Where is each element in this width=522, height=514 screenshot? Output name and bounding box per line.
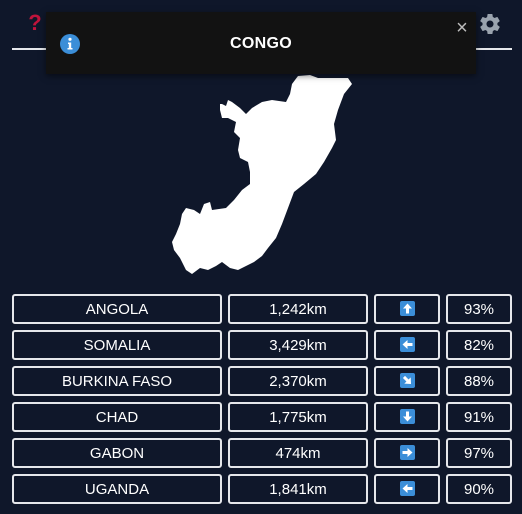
guess-row: BURKINA FASO 2,370km 88% [12,366,512,396]
guess-country: SOMALIA [12,330,222,360]
guess-list: ANGOLA 1,242km 93% SOMALIA 3,429km 82% B… [12,294,512,510]
guess-country: ANGOLA [12,294,222,324]
arrow-down-right-icon [399,373,415,389]
guess-row: ANGOLA 1,242km 93% [12,294,512,324]
guess-country: GABON [12,438,222,468]
guess-direction [374,366,440,396]
guess-distance: 1,242km [228,294,368,324]
guess-proximity: 97% [446,438,512,468]
gear-icon[interactable] [478,12,502,36]
guess-row: UGANDA 1,841km 90% [12,474,512,504]
guess-proximity: 82% [446,330,512,360]
arrow-right-icon [399,445,415,461]
question-mark-icon[interactable]: ? [28,10,42,35]
guess-proximity: 93% [446,294,512,324]
guess-distance: 474km [228,438,368,468]
guess-country: UGANDA [12,474,222,504]
arrow-down-icon [399,409,415,425]
guess-direction [374,402,440,432]
header-divider-right [476,48,512,50]
guess-proximity: 88% [446,366,512,396]
answer-country-name: CONGO [230,35,292,52]
arrow-left-icon [399,337,415,353]
guess-direction [374,294,440,324]
close-icon[interactable]: × [456,17,468,39]
answer-toast: CONGO × [46,12,476,74]
country-silhouette [168,74,358,278]
guess-direction [374,330,440,360]
guess-country: CHAD [12,402,222,432]
guess-row: CHAD 1,775km 91% [12,402,512,432]
info-icon [60,34,80,54]
header-divider-left [12,48,48,50]
guess-proximity: 91% [446,402,512,432]
guess-direction [374,438,440,468]
guess-proximity: 90% [446,474,512,504]
guess-distance: 1,775km [228,402,368,432]
guess-row: SOMALIA 3,429km 82% [12,330,512,360]
arrow-up-icon [399,301,415,317]
guess-row: GABON 474km 97% [12,438,512,468]
guess-distance: 3,429km [228,330,368,360]
guess-distance: 2,370km [228,366,368,396]
guess-distance: 1,841km [228,474,368,504]
arrow-left-icon [399,481,415,497]
guess-country: BURKINA FASO [12,366,222,396]
guess-direction [374,474,440,504]
